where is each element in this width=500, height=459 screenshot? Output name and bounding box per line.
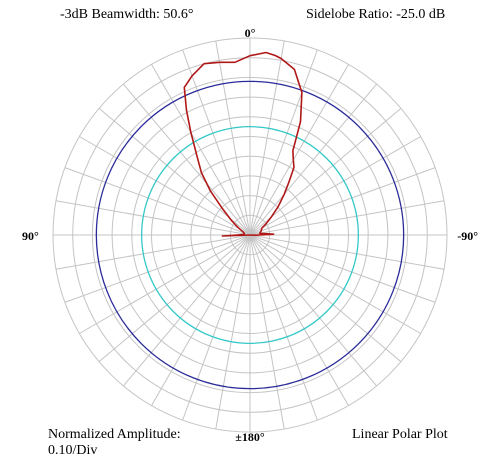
grid-spoke [249, 167, 436, 236]
grid-spoke [249, 234, 378, 387]
angle-label-top: 0° [245, 26, 256, 40]
pattern-line [183, 51, 303, 237]
grid-spoke [215, 40, 251, 236]
grid-spoke [151, 64, 251, 236]
reference-circle [140, 126, 359, 344]
grid-spoke [79, 136, 251, 236]
normalized-amplitude-label: Normalized Amplitude: [48, 427, 181, 442]
grid-spoke [122, 234, 251, 387]
grid-spoke [249, 49, 318, 236]
sidelobe-ratio-label: Sidelobe Ratio: -25.0 dB [306, 7, 446, 22]
grid-spoke [249, 107, 402, 236]
grid-spoke [249, 83, 378, 236]
plot-type-label: Linear Polar Plot [352, 427, 448, 442]
grid-spoke [249, 234, 421, 334]
grid-spoke [215, 234, 251, 430]
beamwidth-label: -3dB Beamwidth: 50.6° [60, 7, 194, 22]
grid-spoke [249, 234, 349, 406]
reference-circle [95, 80, 405, 390]
grid-spoke [151, 234, 251, 406]
grid-spoke [249, 234, 402, 363]
grid-spoke [122, 83, 251, 236]
grid-spoke [79, 234, 251, 334]
grid-spoke [98, 107, 251, 236]
pattern-curve [183, 51, 303, 237]
grid-spoke [64, 167, 251, 236]
polar-grid [52, 37, 448, 433]
grid-spoke [98, 234, 251, 363]
grid-spoke [249, 200, 445, 236]
grid-spoke [182, 234, 251, 421]
grid-spoke [249, 234, 445, 270]
grid-spoke [249, 234, 285, 430]
grid-spoke [249, 136, 421, 236]
grid-spoke [55, 234, 251, 270]
angle-label-right: -90° [457, 229, 478, 243]
grid-spoke [64, 234, 251, 303]
angle-label-left: 90° [22, 229, 39, 243]
grid-spoke [249, 234, 318, 421]
grid-spoke [249, 64, 349, 236]
grid-spoke [182, 49, 251, 236]
amplitude-division-label: 0.10/Div [48, 443, 98, 458]
angle-label-bottom: ±180° [235, 430, 265, 444]
grid-spoke [55, 200, 251, 236]
grid-spoke [249, 234, 436, 303]
reference-circles [95, 80, 405, 390]
grid-spoke [249, 40, 285, 236]
